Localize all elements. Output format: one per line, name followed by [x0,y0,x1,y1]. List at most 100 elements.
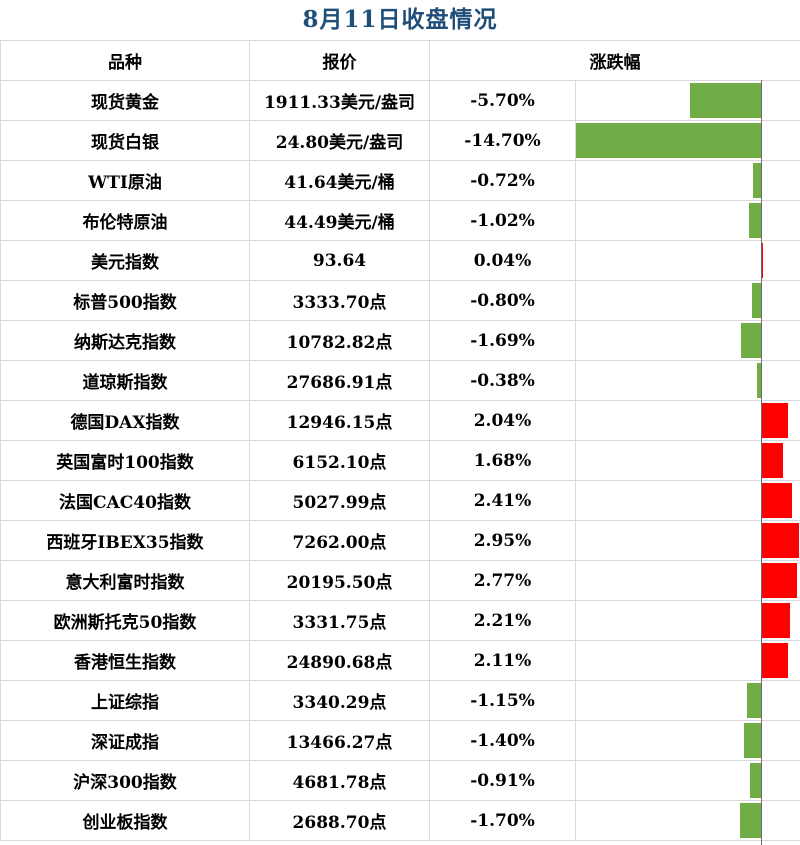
cell-price: 41.64美元/桶 [249,160,430,201]
change-bar [762,403,788,438]
cell-bar [575,200,800,241]
cell-price: 24.80美元/盎司 [249,120,430,161]
table-row: 纳斯达克指数 10782.82点 -1.69% [0,320,800,361]
cell-price: 44.49美元/桶 [249,200,430,241]
cell-name: 德国DAX指数 [0,400,250,441]
change-bar [762,483,793,518]
cell-bar [575,360,800,401]
cell-bar [575,720,800,761]
page-title: 8月11日收盘情况 [302,6,498,33]
cell-name: 意大利富时指数 [0,560,250,601]
cell-price: 27686.91点 [249,360,430,401]
cell-change: -1.70% [429,800,576,841]
cell-name: 现货黄金 [0,80,250,121]
change-bar [757,363,762,398]
cell-price: 13466.27点 [249,720,430,761]
change-bar [762,443,784,478]
table-row: 香港恒生指数 24890.68点 2.11% [0,640,800,681]
table-row: 上证综指 3340.29点 -1.15% [0,680,800,721]
table-row: 德国DAX指数 12946.15点 2.04% [0,400,800,441]
table-row: 道琼斯指数 27686.91点 -0.38% [0,360,800,401]
cell-change: -0.91% [429,760,576,801]
cell-change: -0.38% [429,360,576,401]
cell-price: 4681.78点 [249,760,430,801]
table-row: 意大利富时指数 20195.50点 2.77% [0,560,800,601]
cell-change: 2.11% [429,640,576,681]
change-bar [762,643,789,678]
cell-bar [575,600,800,641]
cell-change: -0.80% [429,280,576,321]
table-row: 深证成指 13466.27点 -1.40% [0,720,800,761]
cell-name: 深证成指 [0,720,250,761]
cell-name: 现货白银 [0,120,250,161]
cell-price: 6152.10点 [249,440,430,481]
cell-price: 20195.50点 [249,560,430,601]
header-change: 涨跌幅 [429,40,800,81]
table-row: 布伦特原油 44.49美元/桶 -1.02% [0,200,800,241]
change-bar [762,523,799,558]
table-row: 英国富时100指数 6152.10点 1.68% [0,440,800,481]
cell-change: -1.69% [429,320,576,361]
cell-change: 2.21% [429,600,576,641]
cell-bar [575,640,800,681]
cell-bar [575,800,800,841]
cell-name: 西班牙IBEX35指数 [0,520,250,561]
table-row: 标普500指数 3333.70点 -0.80% [0,280,800,321]
cell-price: 93.64 [249,240,430,281]
header-row: 品种 报价 涨跌幅 [0,40,800,81]
cell-bar [575,440,800,481]
change-bar [744,723,762,758]
cell-change: 2.95% [429,520,576,561]
cell-name: 布伦特原油 [0,200,250,241]
cell-price: 1911.33美元/盎司 [249,80,430,121]
cell-bar [575,160,800,201]
cell-name: 纳斯达克指数 [0,320,250,361]
table-row: 欧洲斯托克50指数 3331.75点 2.21% [0,600,800,641]
change-bar [747,683,762,718]
cell-bar [575,520,800,561]
cell-name: 创业板指数 [0,800,250,841]
cell-price: 5027.99点 [249,480,430,521]
header-name: 品种 [0,40,250,81]
change-bar [689,83,762,118]
table-row: 沪深300指数 4681.78点 -0.91% [0,760,800,801]
cell-name: 英国富时100指数 [0,440,250,481]
header-price: 报价 [249,40,430,81]
cell-bar [575,480,800,521]
change-bar [576,123,762,158]
cell-change: -14.70% [429,120,576,161]
cell-price: 7262.00点 [249,520,430,561]
table-row: 创业板指数 2688.70点 -1.70% [0,800,800,841]
cell-bar [575,680,800,721]
change-bar [740,803,762,838]
change-bar [752,163,762,198]
change-bar [762,243,763,278]
table-row: 法国CAC40指数 5027.99点 2.41% [0,480,800,521]
cell-change: 1.68% [429,440,576,481]
cell-bar [575,760,800,801]
cell-name: 欧洲斯托克50指数 [0,600,250,641]
cell-bar [575,280,800,321]
change-bar [762,603,790,638]
cell-bar [575,560,800,601]
cell-change: -1.15% [429,680,576,721]
cell-price: 3340.29点 [249,680,430,721]
cell-price: 3333.70点 [249,280,430,321]
table-row: 现货黄金 1911.33美元/盎司 -5.70% [0,80,800,121]
cell-name: 道琼斯指数 [0,360,250,401]
cell-price: 10782.82点 [249,320,430,361]
cell-name: WTI原油 [0,160,250,201]
cell-name: 法国CAC40指数 [0,480,250,521]
cell-change: -0.72% [429,160,576,201]
cell-change: -1.40% [429,720,576,761]
table-row: 美元指数 93.64 0.04% [0,240,800,281]
table-row: WTI原油 41.64美元/桶 -0.72% [0,160,800,201]
cell-price: 3331.75点 [249,600,430,641]
cell-change: -5.70% [429,80,576,121]
cell-bar [575,80,800,121]
cell-bar [575,240,800,281]
cell-name: 沪深300指数 [0,760,250,801]
cell-price: 12946.15点 [249,400,430,441]
cell-price: 24890.68点 [249,640,430,681]
table-row: 西班牙IBEX35指数 7262.00点 2.95% [0,520,800,561]
